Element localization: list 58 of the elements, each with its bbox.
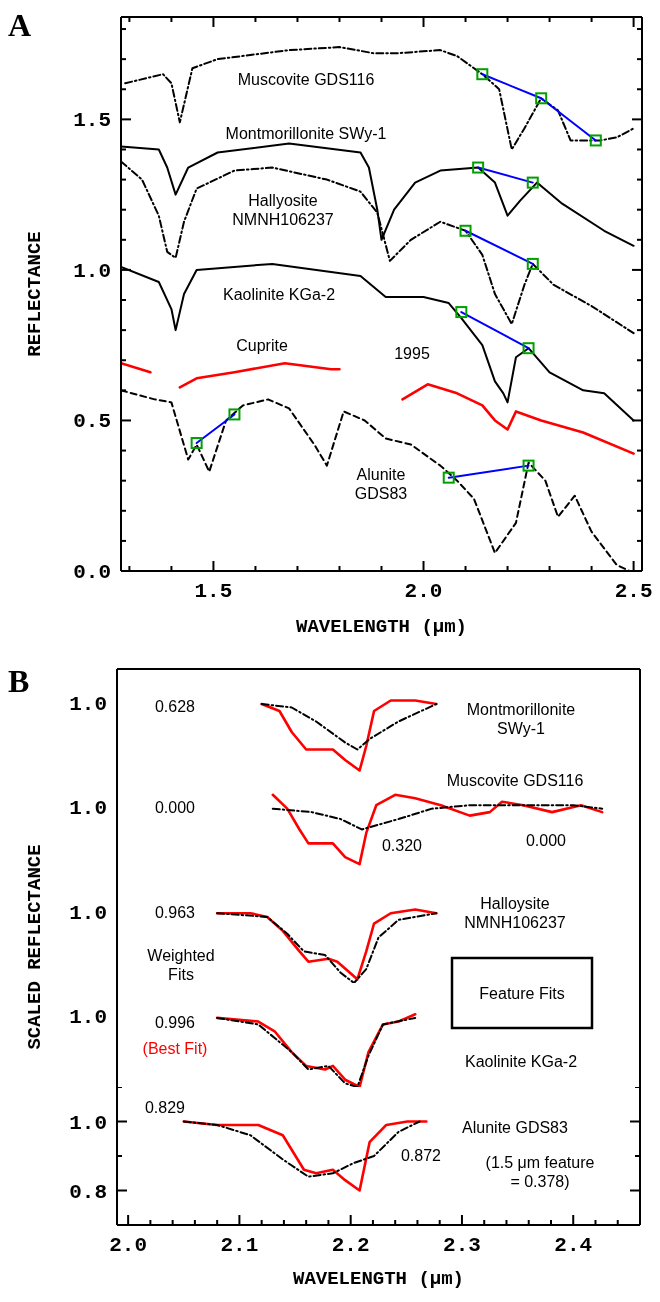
annotation: 0.963 bbox=[154, 904, 196, 921]
point bbox=[535, 92, 548, 105]
point bbox=[442, 471, 455, 484]
x-tick-label: 2.5 bbox=[614, 580, 653, 603]
annotation: Muscovite GDS116 bbox=[237, 70, 375, 88]
annotation: Kaolinite KGa-2 bbox=[464, 1052, 578, 1070]
annotation: (Best Fit) bbox=[142, 1039, 208, 1057]
y-tick-label: 0.8 bbox=[69, 1180, 107, 1204]
annotation: Hallyosite NMNH106237 bbox=[232, 192, 334, 228]
y-tick-label: 0.0 bbox=[73, 561, 111, 584]
point bbox=[526, 257, 539, 270]
point bbox=[522, 342, 535, 355]
annotation: Halloysite NMNH106237 bbox=[464, 894, 566, 931]
point bbox=[190, 437, 203, 450]
point bbox=[522, 459, 535, 472]
x-tick-label: 1.5 bbox=[194, 580, 233, 603]
x-tick-label: 2.0 bbox=[404, 580, 443, 603]
y-tick-label: 1.0 bbox=[69, 1111, 107, 1135]
annotation: Alunite GDS83 bbox=[462, 1119, 569, 1136]
x-axis-title: WAVELENGTH (μm) bbox=[295, 616, 468, 638]
annotation: Kaolinite KGa-2 bbox=[222, 285, 336, 303]
text: Feature Fits bbox=[479, 984, 565, 1002]
annotation: (1.5 μm feature = 0.378) bbox=[485, 1154, 595, 1190]
y-axis-title: SCALED REFLECTANCE bbox=[24, 844, 46, 1050]
x-tick-label: 2.2 bbox=[331, 1234, 370, 1257]
annotation: 1995 bbox=[394, 344, 430, 362]
y-tick-label: 1.0 bbox=[73, 259, 111, 283]
text: Muscovite GDS116 bbox=[446, 771, 584, 789]
point bbox=[526, 176, 539, 189]
annotation: 0.320 bbox=[381, 836, 423, 854]
point bbox=[476, 68, 489, 81]
chart-title: A bbox=[8, 7, 32, 43]
x-axis-title: WAVELENGTH (μm) bbox=[292, 1268, 465, 1290]
annotation: 0.996 bbox=[154, 1013, 196, 1031]
annotation: Weighted Fits bbox=[147, 946, 215, 983]
annotation: 0.872 bbox=[400, 1146, 442, 1164]
y-tick-label: 0.5 bbox=[73, 410, 111, 434]
annotation: 0.829 bbox=[144, 1099, 186, 1116]
x-tick-label: 2.3 bbox=[443, 1234, 481, 1257]
line-series bbox=[124, 46, 635, 151]
annotation: 0.000 bbox=[525, 831, 567, 849]
point bbox=[589, 134, 602, 147]
point bbox=[228, 408, 241, 421]
annotation: Montmorillonite SWy-1 bbox=[466, 701, 576, 737]
y-axis-title: REFLECTANCE bbox=[24, 231, 46, 357]
chart-title: B bbox=[8, 663, 30, 699]
annotation: Alunite GDS83 bbox=[354, 466, 408, 502]
annotation: 0.628 bbox=[154, 697, 196, 715]
point bbox=[455, 306, 468, 319]
annotation: Montmorillonite SWy-1 bbox=[225, 124, 387, 142]
annotation: Cuprite bbox=[236, 336, 288, 354]
annotation: 0.000 bbox=[154, 799, 196, 816]
x-tick-label: 2.4 bbox=[554, 1234, 593, 1257]
x-tick-label: 2.1 bbox=[220, 1234, 259, 1257]
y-tick-label: 1.5 bbox=[73, 109, 111, 133]
point bbox=[472, 161, 485, 174]
x-tick-label: 2.0 bbox=[109, 1234, 148, 1257]
point bbox=[459, 224, 472, 237]
